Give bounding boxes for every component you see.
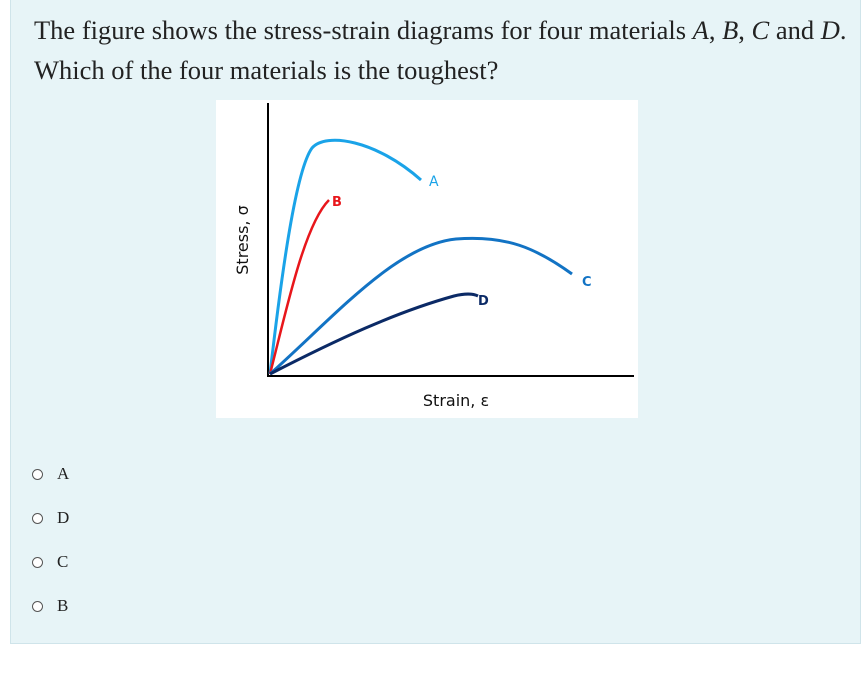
stress-strain-chart: A B C D Strain, ε Stress, σ [233,103,634,410]
option-b[interactable]: B [32,584,69,628]
question-part: . Which of the four materials is the tou… [34,15,847,85]
y-axis-label: Stress, σ [233,205,252,274]
question-material-a: A [692,15,709,45]
question-material-d: D [820,15,840,45]
question-material-c: C [751,15,770,45]
question-part: and [769,15,821,45]
series-label-b: B [332,195,342,210]
option-label: B [57,596,69,615]
answer-options: A D C B [32,452,69,628]
question-material-b: B [722,15,739,45]
question-part: The figure shows the stress-strain diagr… [34,15,693,45]
stress-strain-figure: A B C D Strain, ε Stress, σ [216,100,638,418]
question-text: The figure shows the stress-strain diagr… [34,10,854,90]
series-line-b [268,199,330,375]
radio-button[interactable] [32,468,43,480]
option-label: D [57,508,70,527]
option-c[interactable]: C [32,540,69,584]
option-d[interactable]: D [32,496,69,540]
question-sep: , [708,15,723,45]
series-line-c [269,236,573,376]
series-line-a [268,138,422,375]
series-label-c: C [582,275,592,290]
radio-button[interactable] [32,512,43,524]
series-label-d: D [478,294,489,309]
series-label-a: A [429,174,439,190]
series-line-d [269,292,479,376]
radio-button[interactable] [32,600,43,612]
question-sep: , [738,15,752,45]
option-label: A [57,464,70,483]
option-a[interactable]: A [32,452,69,496]
x-axis-label: Strain, ε [423,391,489,410]
radio-button[interactable] [32,556,43,568]
option-label: C [57,552,69,571]
